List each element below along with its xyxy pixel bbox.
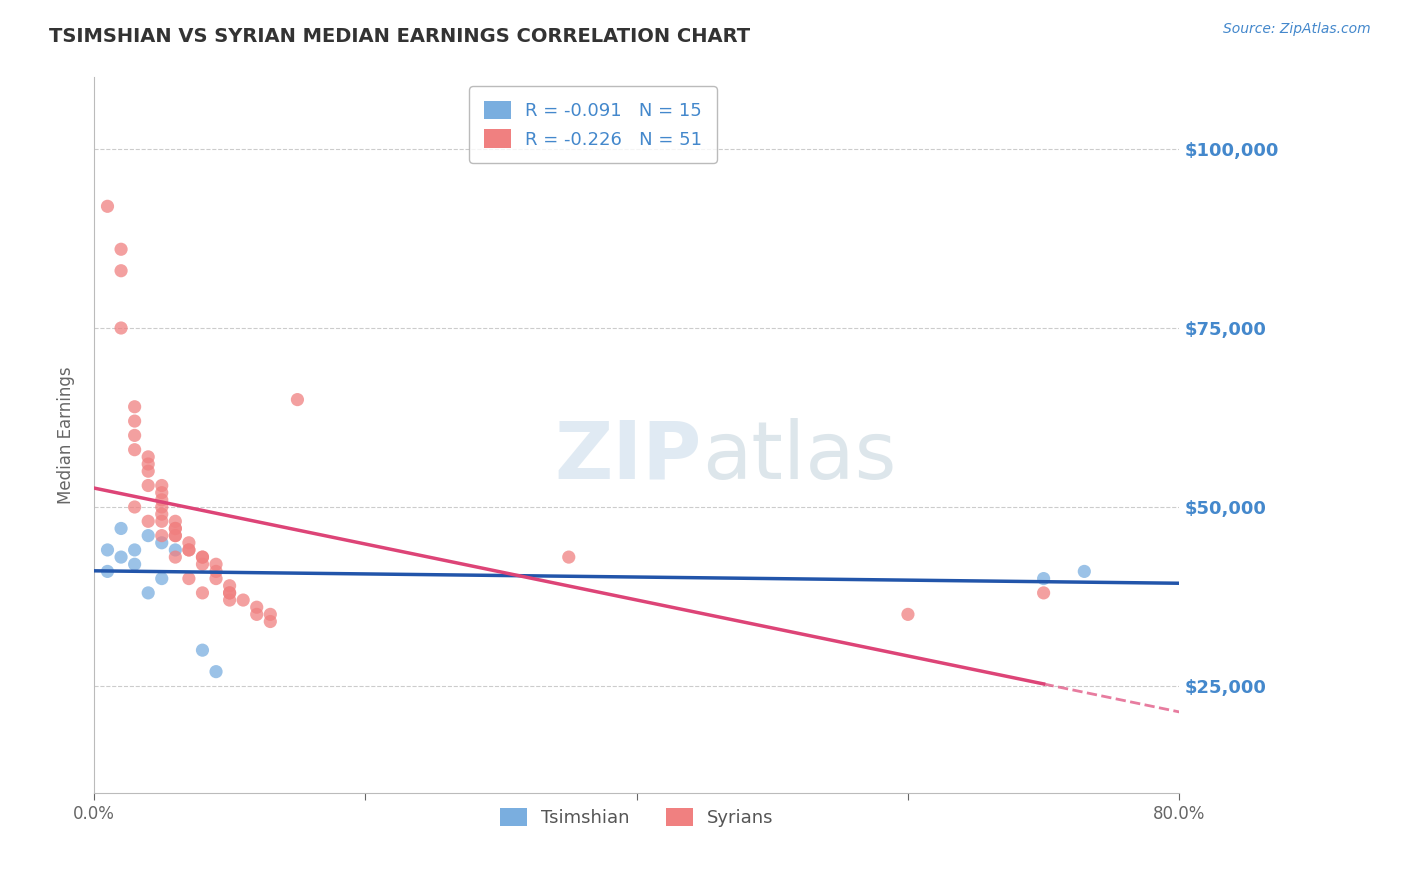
Point <box>165 514 187 528</box>
Point <box>232 593 254 607</box>
Point <box>165 521 187 535</box>
Legend: Tsimshian, Syrians: Tsimshian, Syrians <box>492 801 780 834</box>
Point <box>205 565 228 579</box>
Point <box>110 521 132 535</box>
Point <box>191 586 214 600</box>
Point <box>124 500 146 514</box>
Point <box>110 242 132 256</box>
Y-axis label: Median Earnings: Median Earnings <box>58 367 75 504</box>
Point <box>124 442 146 457</box>
Point <box>136 450 159 464</box>
Point <box>136 586 159 600</box>
Point <box>1073 565 1095 579</box>
Point <box>165 528 187 542</box>
Point <box>136 514 159 528</box>
Point <box>177 543 200 558</box>
Point <box>191 550 214 565</box>
Point <box>150 507 173 521</box>
Point <box>96 199 118 213</box>
Point <box>191 643 214 657</box>
Point <box>259 607 281 622</box>
Point <box>218 586 240 600</box>
Point <box>165 528 187 542</box>
Point <box>110 321 132 335</box>
Text: Source: ZipAtlas.com: Source: ZipAtlas.com <box>1223 22 1371 37</box>
Point <box>150 478 173 492</box>
Point <box>110 264 132 278</box>
Point <box>218 593 240 607</box>
Point <box>110 550 132 565</box>
Point <box>259 615 281 629</box>
Point <box>150 528 173 542</box>
Point <box>136 478 159 492</box>
Point <box>150 500 173 514</box>
Point <box>165 543 187 558</box>
Point <box>136 457 159 471</box>
Point <box>287 392 309 407</box>
Point <box>96 543 118 558</box>
Point <box>191 550 214 565</box>
Text: atlas: atlas <box>702 417 896 496</box>
Point <box>124 414 146 428</box>
Point <box>150 485 173 500</box>
Point <box>124 558 146 572</box>
Point <box>218 586 240 600</box>
Point <box>150 572 173 586</box>
Point <box>124 428 146 442</box>
Point <box>124 400 146 414</box>
Point <box>1032 586 1054 600</box>
Point <box>246 607 269 622</box>
Point <box>177 543 200 558</box>
Point <box>150 535 173 549</box>
Point <box>205 558 228 572</box>
Point <box>150 514 173 528</box>
Point <box>124 543 146 558</box>
Text: TSIMSHIAN VS SYRIAN MEDIAN EARNINGS CORRELATION CHART: TSIMSHIAN VS SYRIAN MEDIAN EARNINGS CORR… <box>49 27 751 45</box>
Point <box>165 521 187 535</box>
Point <box>136 464 159 478</box>
Point <box>136 528 159 542</box>
Point <box>558 550 581 565</box>
Point <box>165 550 187 565</box>
Point <box>96 565 118 579</box>
Point <box>177 535 200 549</box>
Point <box>205 572 228 586</box>
Point <box>205 665 228 679</box>
Point <box>897 607 920 622</box>
Point <box>177 572 200 586</box>
Point <box>218 579 240 593</box>
Point <box>150 492 173 507</box>
Text: ZIP: ZIP <box>554 417 702 496</box>
Point <box>1032 572 1054 586</box>
Point <box>246 600 269 615</box>
Point <box>191 558 214 572</box>
